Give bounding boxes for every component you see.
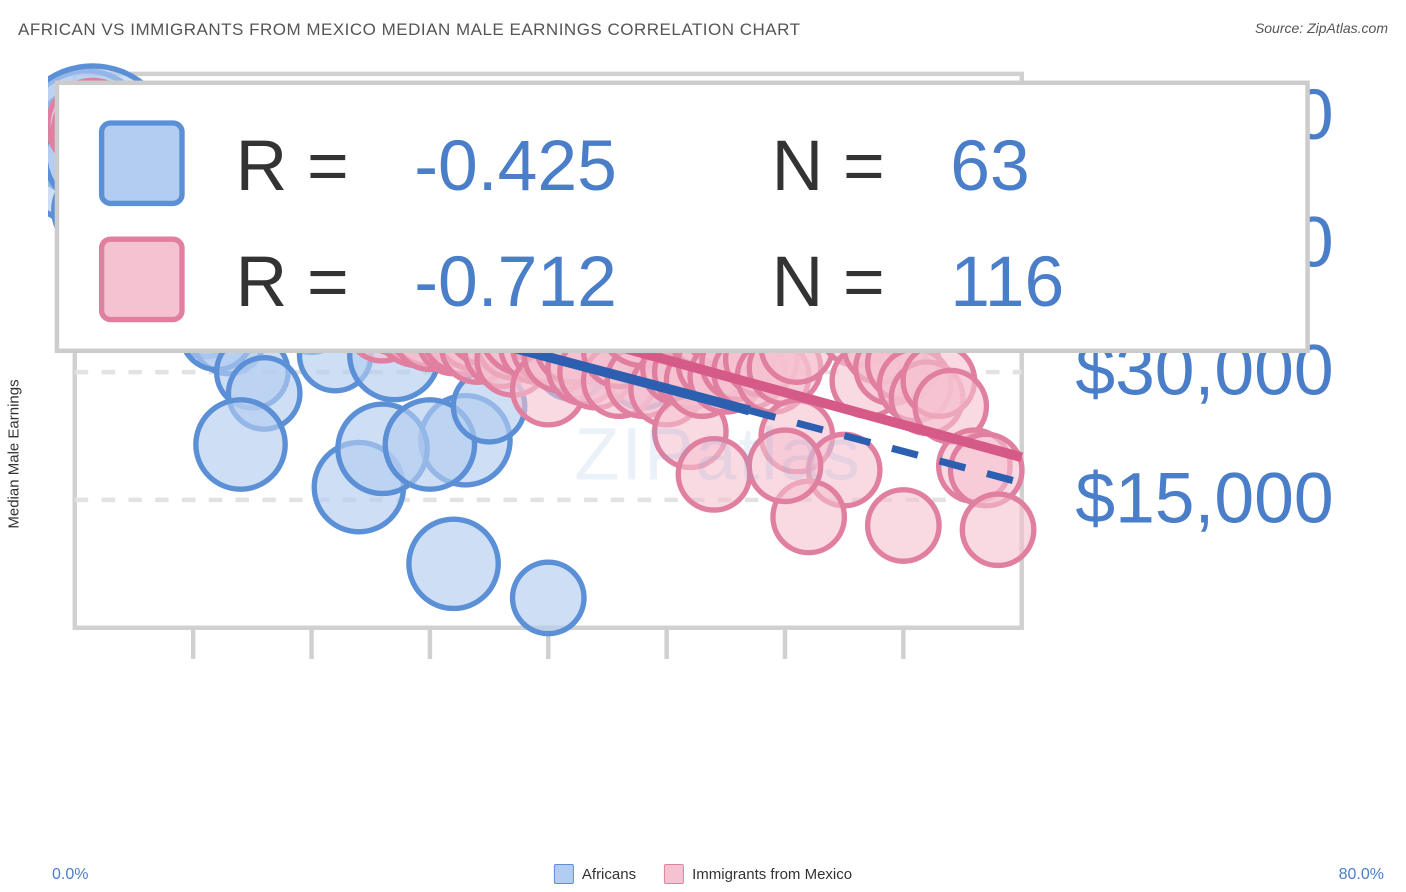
stats-r-label: R = bbox=[236, 126, 349, 206]
y-tick-label: $15,000 bbox=[1075, 458, 1333, 538]
chart-container: Median Male Earnings $15,000$30,000$45,0… bbox=[48, 56, 1388, 852]
stats-swatch bbox=[102, 123, 182, 203]
bottom-legend: Africans Immigrants from Mexico bbox=[554, 864, 852, 884]
legend-item: Africans bbox=[554, 864, 636, 884]
chart-title: AFRICAN VS IMMIGRANTS FROM MEXICO MEDIAN… bbox=[18, 20, 801, 40]
data-point bbox=[678, 439, 749, 510]
stats-n-value: 116 bbox=[950, 242, 1064, 322]
data-point bbox=[196, 400, 285, 489]
chart-source: Source: ZipAtlas.com bbox=[1255, 20, 1388, 36]
stats-r-label: R = bbox=[236, 242, 349, 322]
data-point bbox=[513, 562, 584, 633]
source-value: ZipAtlas.com bbox=[1307, 20, 1388, 36]
stats-r-value: -0.425 bbox=[414, 126, 617, 206]
stats-r-value: -0.712 bbox=[414, 242, 617, 322]
legend-swatch bbox=[554, 864, 574, 884]
x-axis-max-label: 80.0% bbox=[1339, 866, 1384, 884]
stats-n-value: 63 bbox=[950, 126, 1029, 206]
data-point bbox=[749, 430, 820, 501]
data-point bbox=[962, 494, 1033, 565]
scatter-plot: $15,000$30,000$45,000$60,000R =-0.425N =… bbox=[48, 56, 1388, 726]
stats-swatch bbox=[102, 239, 182, 319]
legend-item: Immigrants from Mexico bbox=[664, 864, 852, 884]
legend-swatch bbox=[664, 864, 684, 884]
stats-n-label: N = bbox=[772, 126, 885, 206]
x-axis-min-label: 0.0% bbox=[52, 866, 88, 884]
legend-label: Immigrants from Mexico bbox=[692, 866, 852, 883]
chart-header: AFRICAN VS IMMIGRANTS FROM MEXICO MEDIAN… bbox=[18, 20, 1388, 40]
data-point bbox=[868, 490, 939, 561]
legend-label: Africans bbox=[582, 866, 636, 883]
source-label: Source: bbox=[1255, 20, 1307, 36]
data-point bbox=[409, 519, 498, 608]
y-axis-label: Median Male Earnings bbox=[6, 379, 23, 528]
stats-n-label: N = bbox=[772, 242, 885, 322]
